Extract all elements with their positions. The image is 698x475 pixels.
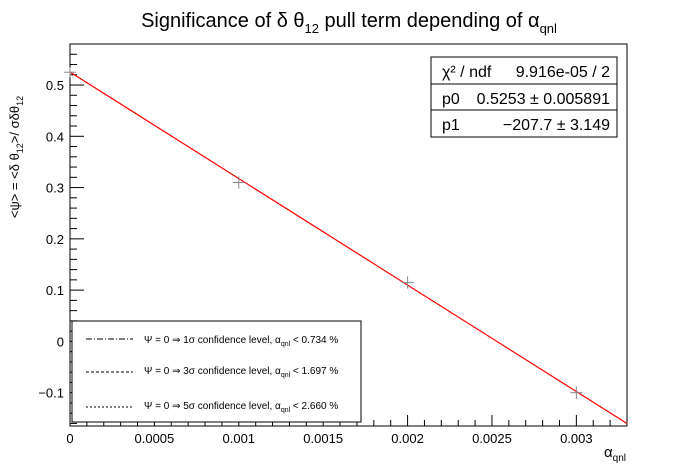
data-point <box>570 386 583 399</box>
x-tick-label: 0.0015 <box>303 431 343 446</box>
stats-box: χ² / ndf 9.916e-05 / 2 p0 0.5253 ± 0.005… <box>430 56 618 138</box>
stats-row-value: −207.7 ± 3.149 <box>503 117 610 134</box>
x-axis-title: αqnl <box>604 444 626 464</box>
plot-frame <box>69 43 628 427</box>
x-tick-label: 0.0005 <box>135 431 175 446</box>
y-tick-label: 0 <box>57 334 64 349</box>
legend-entry: Ψ = 0 ⇒ 5σ confidence level, αqnl < 2.66… <box>144 401 338 414</box>
chart-title-sub1: 12 <box>305 21 319 36</box>
stats-row-label: p1 <box>442 117 460 134</box>
data-point <box>64 67 76 78</box>
y-tick-label: 0.4 <box>46 129 64 144</box>
x-axis-title-sub: qnl <box>613 453 626 464</box>
legend-entry: Ψ = 0 ⇒ 3σ confidence level, αqnl < 1.69… <box>144 366 338 379</box>
stats-box-frame <box>430 56 618 138</box>
legend-entry-text: Ψ = 0 ⇒ 1σ confidence level, α <box>144 335 281 346</box>
stats-row-label: χ² / ndf <box>442 64 492 81</box>
legend-entry-text: Ψ = 0 ⇒ 3σ confidence level, α <box>144 366 281 377</box>
data-point <box>232 176 245 189</box>
x-tick-label: 0.003 <box>560 431 593 446</box>
y-tick-label: 0.1 <box>46 283 64 298</box>
legend-entry-value: < 0.734 % <box>290 335 338 346</box>
legend-entry-value: < 1.697 % <box>290 366 338 377</box>
stats-row-value: 9.916e-05 / 2 <box>516 64 610 81</box>
x-tick-label: 0.0025 <box>472 431 512 446</box>
legend-entry: Ψ = 0 ⇒ 1σ confidence level, αqnl < 0.73… <box>144 335 338 348</box>
fit-line <box>69 71 628 425</box>
y-tick-label: 0.3 <box>46 181 64 196</box>
legend-entry-sub: qnl <box>281 407 291 414</box>
y-axis-title: <ψ> = <δ θ12>/ σδθ12 <box>7 96 25 218</box>
legend-entry-value: < 2.660 % <box>290 401 338 412</box>
y-tick-label: −0.1 <box>38 386 64 401</box>
chart-title-main: Significance of δ θ <box>141 10 304 32</box>
fit-line-layer <box>69 71 628 425</box>
x-axis-title-main: α <box>604 444 613 461</box>
chart-title: Significance of δ θ12 pull term dependin… <box>141 10 557 36</box>
y-axis-title-s2: 12 <box>15 96 25 106</box>
data-point <box>401 276 414 289</box>
legend-entry-text: Ψ = 0 ⇒ 5σ confidence level, α <box>144 401 281 412</box>
y-axis-title-p2: >/ σδθ <box>7 106 22 143</box>
x-tick-label: 0.001 <box>223 431 256 446</box>
y-axis-ticks: −0.1 0 0.1 0.2 0.3 0.4 0.5 <box>38 43 84 424</box>
x-tick-label: 0.002 <box>391 431 424 446</box>
y-axis-title-p1: <ψ> = <δ θ <box>7 153 22 218</box>
legend-entry-sub: qnl <box>281 372 291 379</box>
data-points-layer <box>64 67 583 399</box>
chart-title-sub2: qnl <box>540 21 557 36</box>
x-tick-label: 0 <box>66 431 73 446</box>
x-axis-ticks: 0 0.0005 0.001 0.0015 0.002 0.0025 0.003 <box>66 415 628 446</box>
y-tick-label: 0.5 <box>46 78 64 93</box>
legend-frame <box>71 320 362 423</box>
y-tick-label: 0.2 <box>46 232 64 247</box>
legend: Ψ = 0 ⇒ 1σ confidence level, αqnl < 0.73… <box>71 320 362 423</box>
y-axis-title-s1: 12 <box>15 143 25 153</box>
stats-row-label: p0 <box>442 91 460 108</box>
legend-entry-sub: qnl <box>281 341 291 348</box>
chart-title-mid: pull term depending of α <box>319 10 540 32</box>
stats-row-value: 0.5253 ± 0.005891 <box>477 91 610 108</box>
